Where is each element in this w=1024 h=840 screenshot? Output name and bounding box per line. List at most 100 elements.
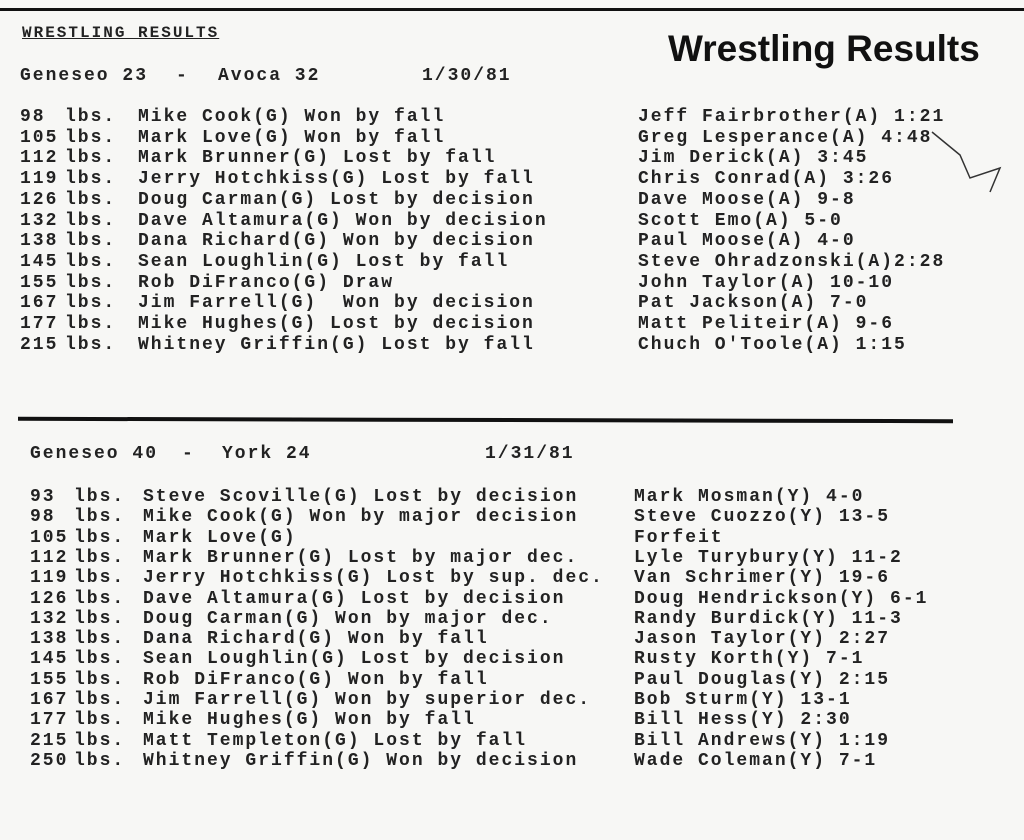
bout-weight-unit: lbs. bbox=[74, 527, 126, 548]
bout-weight-unit: lbs. bbox=[65, 293, 117, 314]
meet-2-away-score: York 24 bbox=[222, 444, 312, 464]
meet-1-date: 1/30/81 bbox=[422, 66, 512, 86]
meet-1-home-score: Geneseo 23 bbox=[20, 66, 149, 86]
bout-weight-unit: lbs. bbox=[65, 314, 117, 334]
bout-opponent: John Taylor(A) 10-10 bbox=[638, 272, 895, 293]
bout-weight: 132 bbox=[20, 210, 59, 231]
bout-result: Dave Altamura(G) Lost by decision bbox=[143, 588, 566, 609]
bout-result: Mike Hughes(G) Won by fall bbox=[143, 710, 476, 731]
bout-result: Mark Brunner(G) Lost by fall bbox=[138, 148, 497, 169]
bout-opponent: Randy Burdick(Y) 11-3 bbox=[634, 608, 903, 629]
section-divider bbox=[17, 416, 954, 424]
bout-weight-unit: lbs. bbox=[74, 730, 126, 751]
bout-result: Steve Scoville(G) Lost by decision bbox=[143, 487, 579, 507]
bout-opponent: Jim Derick(A) 3:45 bbox=[638, 148, 869, 169]
bout-result: Jim Farrell(G) Won by decision bbox=[138, 293, 535, 314]
bout-weight-unit: lbs. bbox=[74, 588, 126, 609]
bout-opponent: Bill Hess(Y) 2:30 bbox=[634, 710, 852, 731]
bout-result: Mark Brunner(G) Lost by major dec. bbox=[143, 547, 579, 568]
bout-result: Jim Farrell(G) Won by superior dec. bbox=[143, 690, 592, 710]
bout-opponent: Bill Andrews(Y) 1:19 bbox=[634, 730, 891, 751]
bout-weight-unit: lbs. bbox=[74, 649, 126, 670]
bout-result: Doug Carman(G) Lost by decision bbox=[138, 189, 535, 210]
meet-2-home-score: Geneseo 40 bbox=[30, 444, 159, 464]
bout-weight: 177 bbox=[20, 314, 59, 334]
bout-result: Mike Hughes(G) Lost by decision bbox=[138, 314, 535, 334]
bout-weight-unit: lbs. bbox=[74, 750, 126, 771]
bout-result: Whitney Griffin(G) Won by decision bbox=[143, 750, 579, 771]
bout-weight-unit: lbs. bbox=[65, 169, 117, 190]
bout-weight: 250 bbox=[30, 750, 69, 771]
bout-weight: 93 bbox=[30, 487, 56, 507]
clipping-heading: WRESTLING RESULTS bbox=[22, 24, 220, 42]
bout-weight-unit: lbs. bbox=[74, 487, 126, 507]
bout-result: Whitney Griffin(G) Lost by fall bbox=[138, 334, 535, 355]
bout-result: Mike Cook(G) Won by major decision bbox=[143, 507, 579, 528]
bout-opponent: Greg Lesperance(A) 4:48 bbox=[638, 127, 933, 148]
bout-opponent: Chris Conrad(A) 3:26 bbox=[638, 169, 895, 190]
bout-weight-unit: lbs. bbox=[74, 690, 126, 710]
bout-weight: 155 bbox=[30, 669, 69, 690]
pen-mark bbox=[931, 131, 1002, 193]
bout-result: Jerry Hotchkiss(G) Lost by sup. dec. bbox=[143, 568, 604, 589]
bout-weight: 105 bbox=[30, 527, 69, 548]
bout-opponent: Dave Moose(A) 9-8 bbox=[638, 189, 856, 210]
bout-weight: 145 bbox=[30, 649, 69, 670]
bout-result: Dana Richard(G) Won by decision bbox=[138, 231, 535, 252]
bout-result: Rob DiFranco(G) Draw bbox=[138, 272, 395, 293]
bout-weight-unit: lbs. bbox=[65, 107, 117, 127]
bout-opponent: Rusty Korth(Y) 7-1 bbox=[634, 649, 865, 670]
bout-weight: 112 bbox=[30, 547, 69, 568]
bout-weight-unit: lbs. bbox=[65, 189, 117, 210]
meet-1-away-score: Avoca 32 bbox=[218, 66, 321, 86]
bout-weight: 98 bbox=[30, 507, 56, 528]
bout-weight: 132 bbox=[30, 608, 69, 629]
bout-weight-unit: lbs. bbox=[65, 148, 117, 169]
bout-opponent: Bob Sturm(Y) 13-1 bbox=[634, 690, 852, 710]
bout-weight-unit: lbs. bbox=[65, 272, 117, 293]
bout-weight: 138 bbox=[20, 231, 59, 252]
meet-2-date: 1/31/81 bbox=[485, 444, 575, 464]
bout-weight: 98 bbox=[20, 107, 46, 127]
bout-weight-unit: lbs. bbox=[74, 669, 126, 690]
bout-result: Sean Loughlin(G) Lost by fall bbox=[138, 251, 510, 272]
bout-result: Mike Cook(G) Won by fall bbox=[138, 107, 446, 127]
bout-opponent: Chuch O'Toole(A) 1:15 bbox=[638, 334, 907, 355]
bout-opponent: Paul Douglas(Y) 2:15 bbox=[634, 669, 891, 690]
bout-result: Sean Loughlin(G) Lost by decision bbox=[143, 649, 566, 670]
top-rule bbox=[0, 8, 1024, 11]
bout-weight: 215 bbox=[20, 334, 59, 355]
bout-weight-unit: lbs. bbox=[65, 127, 117, 148]
bout-weight: 119 bbox=[20, 169, 59, 190]
bout-result: Mark Love(G) bbox=[143, 527, 297, 548]
bout-result: Mark Love(G) Won by fall bbox=[138, 127, 446, 148]
bout-opponent: Steve Ohradzonski(A)2:28 bbox=[638, 251, 946, 272]
bout-weight: 119 bbox=[30, 568, 69, 589]
bout-opponent: Wade Coleman(Y) 7-1 bbox=[634, 750, 878, 771]
bout-opponent: Jason Taylor(Y) 2:27 bbox=[634, 629, 891, 650]
bout-weight-unit: lbs. bbox=[74, 629, 126, 650]
bout-weight: 126 bbox=[20, 189, 59, 210]
bout-opponent: Paul Moose(A) 4-0 bbox=[638, 231, 856, 252]
bout-weight: 167 bbox=[20, 293, 59, 314]
bout-opponent: Jeff Fairbrother(A) 1:21 bbox=[638, 107, 946, 127]
bout-weight-unit: lbs. bbox=[74, 710, 126, 731]
bout-result: Jerry Hotchkiss(G) Lost by fall bbox=[138, 169, 535, 190]
bout-weight: 177 bbox=[30, 710, 69, 731]
bout-opponent: Mark Mosman(Y) 4-0 bbox=[634, 487, 865, 507]
meet-1-dash: - bbox=[176, 66, 189, 86]
bout-weight: 126 bbox=[30, 588, 69, 609]
bout-opponent: Forfeit bbox=[634, 527, 724, 548]
bout-weight: 215 bbox=[30, 730, 69, 751]
bout-weight-unit: lbs. bbox=[65, 210, 117, 231]
bout-weight: 138 bbox=[30, 629, 69, 650]
bout-weight-unit: lbs. bbox=[74, 568, 126, 589]
bout-opponent: Scott Emo(A) 5-0 bbox=[638, 210, 843, 231]
bout-weight: 105 bbox=[20, 127, 59, 148]
bout-weight-unit: lbs. bbox=[65, 251, 117, 272]
bout-weight-unit: lbs. bbox=[74, 608, 126, 629]
bout-opponent: Van Schrimer(Y) 19-6 bbox=[634, 568, 891, 589]
bout-result: Dave Altamura(G) Won by decision bbox=[138, 210, 548, 231]
bout-weight-unit: lbs. bbox=[65, 231, 117, 252]
bout-weight-unit: lbs. bbox=[74, 547, 126, 568]
